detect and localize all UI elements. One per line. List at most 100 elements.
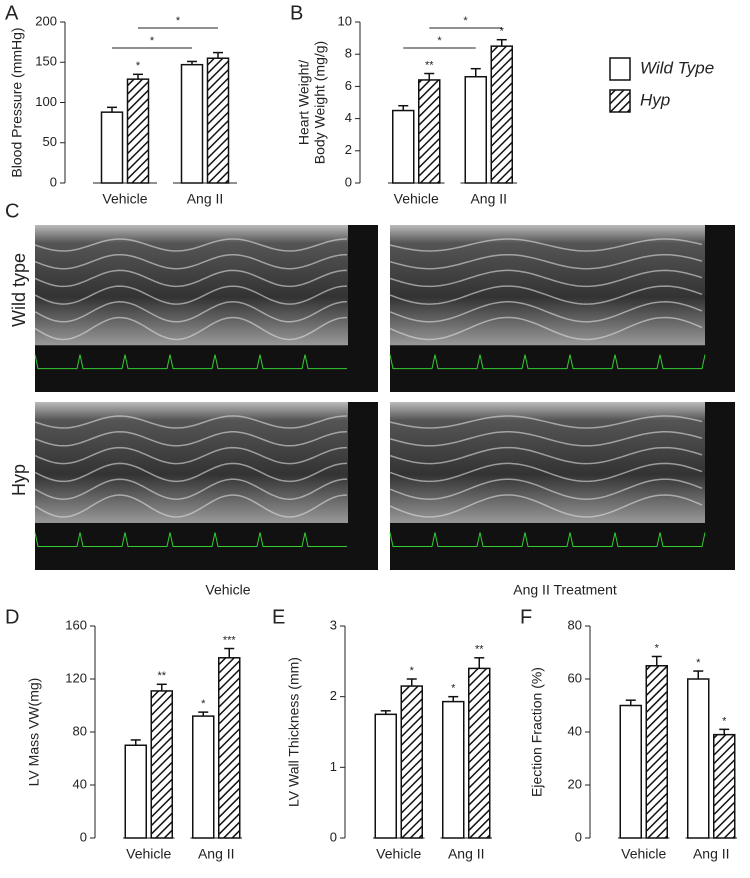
echo-wave <box>34 415 348 429</box>
echo-wave <box>34 316 348 341</box>
bar <box>442 700 465 839</box>
y-tick-label: 100 <box>35 94 57 109</box>
y-tick-label: 40 <box>73 776 87 791</box>
echo-wave <box>34 269 348 288</box>
bar <box>150 690 173 839</box>
legend-label: Wild Type <box>640 58 714 77</box>
row-label: Hyp <box>9 464 29 496</box>
significance-label: ** <box>425 59 434 71</box>
significance-label: * <box>500 26 505 38</box>
significance-label: ** <box>475 644 484 656</box>
echo-images <box>34 225 735 570</box>
y-tick-label: 50 <box>43 134 57 149</box>
ecg-trace <box>389 354 706 370</box>
bar <box>468 667 491 839</box>
echo-wave <box>34 253 348 270</box>
y-tick-label: 4 <box>345 110 352 125</box>
echo-wave <box>34 494 348 518</box>
y-tick-label: 80 <box>568 617 582 632</box>
echo-wave <box>389 285 703 305</box>
echo-wave <box>34 285 348 305</box>
y-tick-label: 0 <box>330 829 337 844</box>
bar <box>619 704 642 839</box>
significance-label: * <box>201 698 206 710</box>
echo-wave <box>34 238 348 252</box>
bar <box>180 63 204 184</box>
significance-label: * <box>451 683 456 695</box>
echo-image-body <box>390 225 705 346</box>
y-axis-label: Ejection Fraction (%) <box>529 667 545 797</box>
bar <box>100 111 124 184</box>
y-axis-label: Body Weight (mg/g) <box>312 41 328 164</box>
column-label: Ang II Treatment <box>513 582 617 598</box>
y-tick-label: 0 <box>345 174 352 189</box>
panel-letter: F <box>520 606 532 628</box>
ecg-trace <box>34 354 347 370</box>
y-tick-label: 160 <box>65 617 87 632</box>
y-tick-label: 120 <box>65 670 87 685</box>
bar <box>218 657 241 839</box>
bar <box>418 79 441 184</box>
significance-label: ** <box>157 670 166 682</box>
panel-letter: B <box>290 2 303 24</box>
significance-label: *** <box>223 634 237 646</box>
y-axis-label: Blood Pressure (mmHg) <box>9 27 25 177</box>
panel-letter: A <box>5 2 19 24</box>
echo-wave <box>34 478 348 500</box>
x-tick-label: Vehicle <box>621 846 666 862</box>
bar <box>490 45 513 184</box>
y-tick-label: 40 <box>568 723 582 738</box>
bar <box>400 685 423 839</box>
x-tick-label: Vehicle <box>394 191 439 207</box>
echo-wave <box>389 253 703 270</box>
echo-wave <box>34 431 348 447</box>
significance-label: * <box>463 15 468 27</box>
echo-wave <box>389 316 703 341</box>
y-tick-label: 0 <box>50 174 57 189</box>
echo-wave <box>389 494 703 518</box>
legend-label: Hyp <box>640 90 670 109</box>
echo-wave <box>389 446 703 465</box>
significance-label: * <box>176 15 181 27</box>
y-axis-label: LV Mass VW(mg) <box>26 678 42 787</box>
bar <box>713 733 736 839</box>
echo-wave <box>389 301 703 323</box>
x-tick-label: Ang II <box>198 846 235 862</box>
legend-swatch <box>609 89 631 113</box>
echo-wave <box>34 301 348 323</box>
bar <box>192 715 215 839</box>
x-tick-label: Ang II <box>448 846 485 862</box>
y-tick-label: 80 <box>73 723 87 738</box>
panel-letter: E <box>272 606 285 628</box>
y-axis-label: Heart Weight/ <box>296 60 312 145</box>
echo-wave <box>34 462 348 483</box>
echo-wave <box>389 462 703 483</box>
ecg-trace <box>389 532 706 547</box>
echo-wave <box>389 478 703 500</box>
row-label: Wild type <box>9 253 29 327</box>
y-tick-label: 10 <box>338 13 352 28</box>
bar <box>392 109 415 184</box>
significance-label: * <box>655 642 660 654</box>
significance-label: * <box>136 60 141 72</box>
echo-wave <box>389 415 703 429</box>
x-tick-label: Vehicle <box>126 846 171 862</box>
x-tick-label: Ang II <box>470 191 507 207</box>
echo-wave <box>389 269 703 288</box>
y-tick-label: 3 <box>330 617 337 632</box>
column-label: Vehicle <box>205 582 250 598</box>
bar <box>206 57 230 184</box>
ecg-trace <box>34 532 347 547</box>
echo-wave <box>389 431 703 447</box>
y-tick-label: 60 <box>568 670 582 685</box>
x-tick-label: Vehicle <box>102 191 147 207</box>
panel-letter: D <box>5 606 19 628</box>
bar <box>126 78 150 184</box>
echo-wave <box>34 446 348 465</box>
y-tick-label: 0 <box>80 829 87 844</box>
legend-swatch <box>609 57 631 81</box>
bar <box>464 75 487 184</box>
significance-label: * <box>437 35 442 47</box>
y-tick-label: 200 <box>35 13 57 28</box>
